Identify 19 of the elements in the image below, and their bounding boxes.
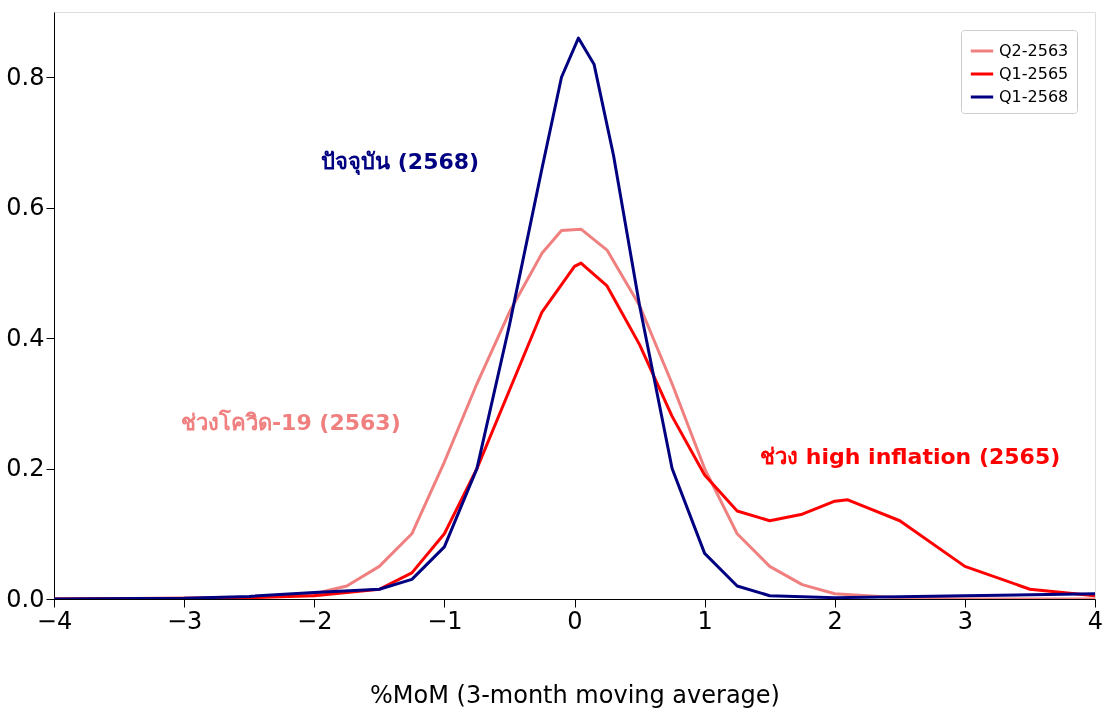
x-tick-label: 3 xyxy=(957,606,974,635)
x-tick-label: −3 xyxy=(166,606,203,635)
y-tick-label: 0.8 xyxy=(6,62,45,91)
x-tick-label: −1 xyxy=(427,606,463,635)
annotation: ปัจจุบัน (2568) xyxy=(321,149,480,177)
y-tick-label: 0.4 xyxy=(6,323,45,352)
legend-label: Q1-2565 xyxy=(999,64,1069,83)
x-tick-label: 0 xyxy=(567,606,583,635)
annotation: ช่วงโควิด-19 (2563) xyxy=(180,408,401,435)
annotation: ช่วง high inflation (2565) xyxy=(760,444,1061,470)
y-tick-label: 0.6 xyxy=(6,193,45,222)
x-tick-label: 1 xyxy=(697,606,713,635)
x-tick-label: −2 xyxy=(297,606,333,635)
legend-label: Q2-2563 xyxy=(999,41,1069,60)
legend-label: Q1-2568 xyxy=(999,87,1069,106)
x-tick-label: 4 xyxy=(1087,606,1104,635)
x-axis-title: %MoM (3-month moving average) xyxy=(370,680,780,709)
y-tick-label: 0.2 xyxy=(6,454,45,483)
x-tick-label: 2 xyxy=(827,606,843,635)
